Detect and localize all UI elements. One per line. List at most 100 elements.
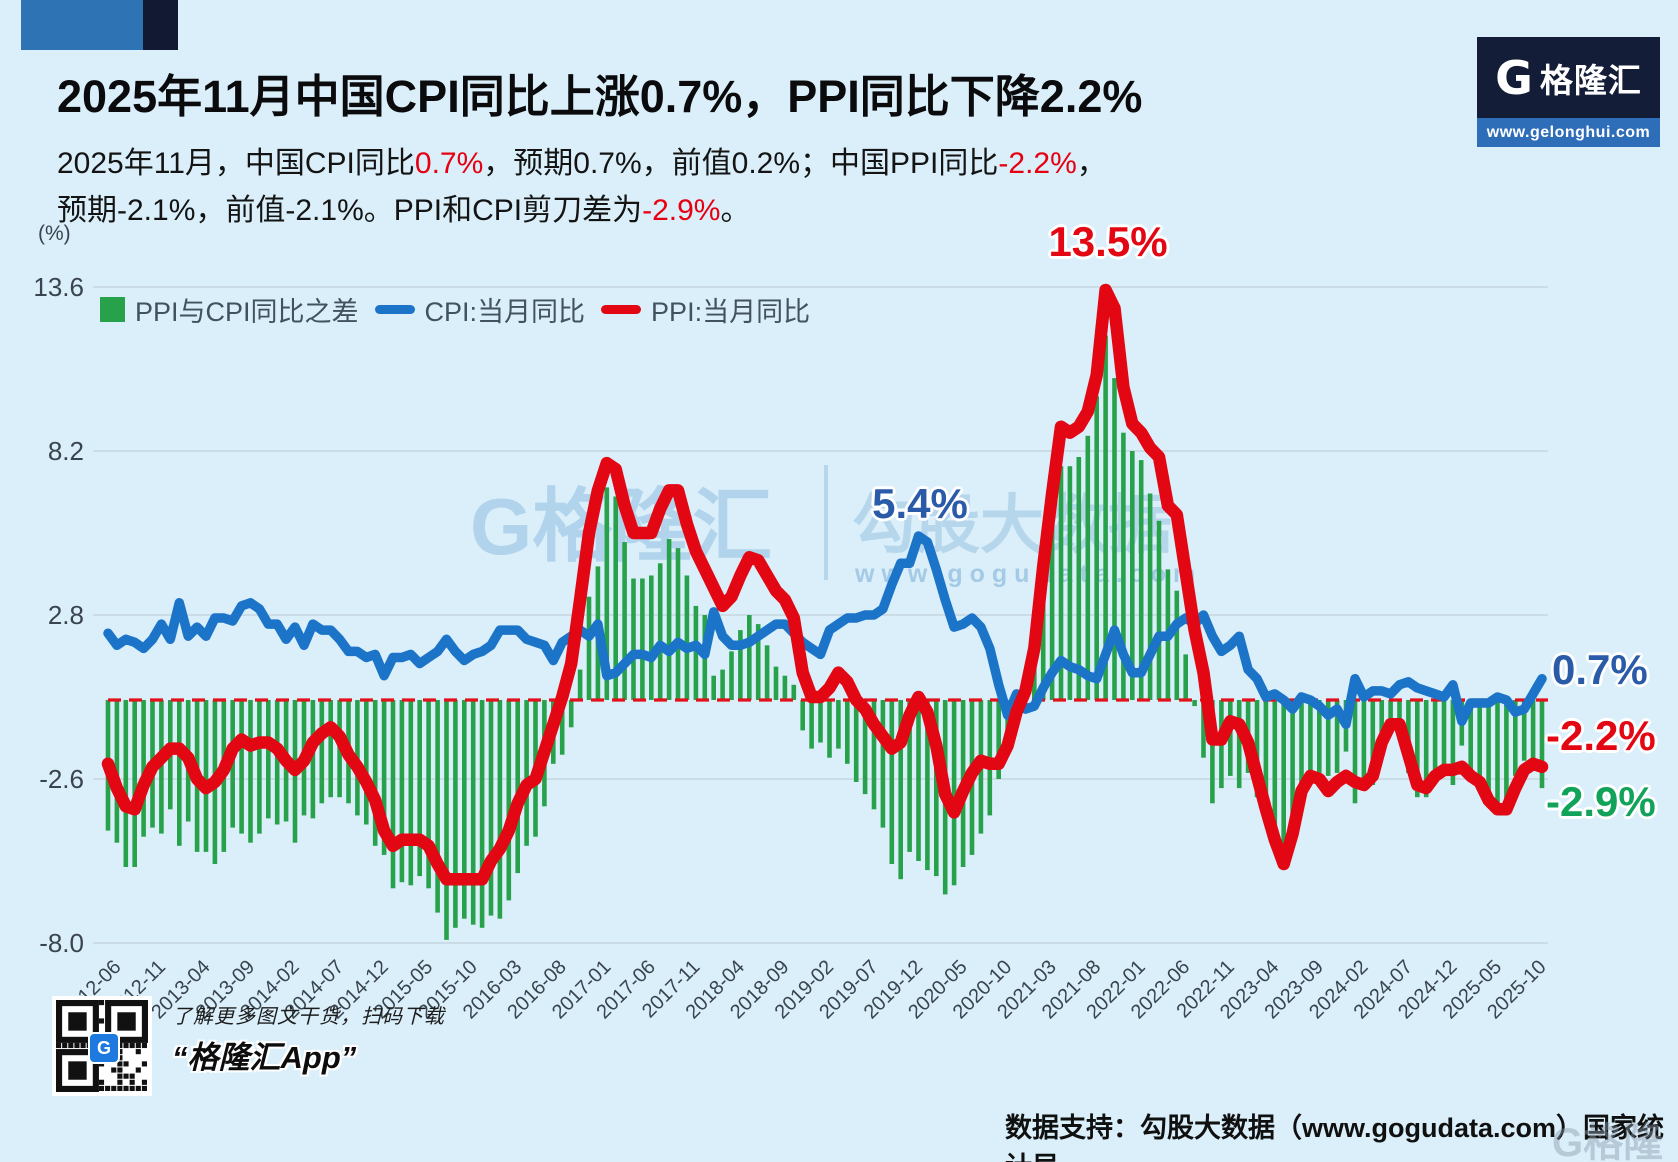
- diff-bar: [818, 700, 823, 743]
- diff-bar: [159, 700, 164, 834]
- diff-bar: [1085, 435, 1091, 700]
- diff-bar: [951, 700, 957, 886]
- diff-bar: [1236, 700, 1242, 789]
- annotation-cpi-peak: 5.4%: [872, 480, 968, 527]
- gelonghui-logo-main: G 格隆汇: [1477, 37, 1660, 118]
- diff-bar: [729, 651, 734, 700]
- diff-bar: [836, 700, 841, 749]
- diff-bar: [871, 700, 877, 810]
- chart-legend: PPI与CPI同比之差 CPI:当月同比 PPI:当月同比: [100, 290, 810, 329]
- diff-bar: [1281, 700, 1286, 864]
- diff-bar: [693, 605, 699, 700]
- annotation-diff-latest: -2.9%: [1546, 778, 1656, 825]
- diff-bar: [1325, 700, 1331, 776]
- diff-bar: [1228, 700, 1233, 776]
- diff-bar: [506, 700, 512, 901]
- diff-bar: [319, 700, 325, 804]
- legend-label-ppi: PPI:当月同比: [651, 297, 811, 327]
- ppi-value-highlight: -2.2%: [998, 147, 1077, 180]
- cpi-line: [103, 531, 1547, 730]
- diff-bar: [1317, 700, 1322, 773]
- diff-bar: [791, 684, 797, 700]
- qr-center-g-icon: G: [88, 1032, 120, 1064]
- diff-bar: [524, 700, 529, 846]
- y-tick-label: 8.2: [48, 436, 84, 466]
- qr-hint-text: 了解更多图文干货，扫码下载: [172, 1006, 445, 1028]
- diff-bar: [1432, 700, 1438, 782]
- diff-bar: [1183, 654, 1188, 700]
- diff-bar: [248, 700, 253, 843]
- diff-bar: [1334, 700, 1340, 773]
- diff-bar: [577, 669, 583, 700]
- scissor-gap-highlight: -2.9%: [642, 194, 721, 227]
- diff-bar: [328, 700, 333, 798]
- qr-code: G: [52, 996, 152, 1096]
- diff-bar: [462, 700, 467, 919]
- diff-bar: [372, 700, 378, 846]
- diff-bar: [1201, 700, 1206, 758]
- diff-bar: [1477, 700, 1482, 779]
- diff-bar: [1130, 451, 1135, 700]
- diff-bar: [640, 578, 645, 700]
- diff-bar: [604, 487, 610, 700]
- diff-bar: [381, 700, 387, 855]
- diff-bar: [1388, 700, 1393, 731]
- diff-bar: [559, 700, 565, 755]
- diff-bar: [390, 700, 396, 889]
- diff-bar: [1299, 700, 1304, 795]
- legend-item-ppi: PPI:当月同比: [601, 290, 810, 329]
- diff-bar: [1272, 700, 1278, 846]
- legend-label-cpi: CPI:当月同比: [424, 297, 586, 327]
- diff-bar: [1040, 578, 1046, 700]
- diff-bar: [996, 700, 1001, 779]
- legend-label-diff: PPI与CPI同比之差: [135, 297, 359, 327]
- annotation-ppi-peak: 13.5%: [1048, 218, 1168, 265]
- diff-bar: [747, 615, 752, 700]
- diff-bar: [898, 700, 903, 880]
- cpi-value-highlight: 0.7%: [414, 147, 484, 180]
- diff-bar: [862, 700, 868, 795]
- diff-bar: [1486, 700, 1491, 798]
- diff-bar: [1290, 700, 1295, 825]
- y-tick-label: -2.6: [39, 764, 84, 794]
- diff-bar: [1521, 700, 1527, 761]
- diff-bar: [177, 700, 182, 846]
- diff-bar: [1263, 700, 1269, 813]
- subtitle: 2025年11月，中国CPI同比0.7%，预期0.7%，前值0.2%；中国PPI…: [57, 140, 1317, 234]
- diff-bar: [1308, 700, 1313, 776]
- diff-bar: [622, 542, 627, 700]
- annotation-cpi-latest: 0.7%: [1552, 646, 1648, 693]
- diff-bar: [479, 700, 485, 928]
- data-credit: 数据支持：勾股大数据（www.gogudata.com）国家统计局: [1005, 1113, 1665, 1162]
- diff-bar: [1352, 700, 1358, 804]
- annotation-ppi-latest: -2.2%: [1546, 712, 1656, 759]
- diff-bar: [738, 630, 743, 700]
- diff-bar: [1450, 700, 1456, 785]
- diff-bar: [925, 700, 930, 871]
- diff-bar: [1049, 520, 1055, 700]
- diff-bar: [1094, 396, 1099, 700]
- diff-bar: [470, 700, 476, 925]
- gelonghui-logo: G 格隆汇 www.gelonghui.com: [1477, 37, 1660, 147]
- diff-bar: [711, 675, 716, 700]
- diff-bar: [1147, 493, 1153, 700]
- diff-bar: [1513, 700, 1518, 776]
- diff-bar: [1103, 335, 1108, 700]
- diff-bar: [1539, 700, 1545, 789]
- diff-bar: [1361, 700, 1367, 789]
- diff-bar: [488, 700, 494, 916]
- diff-bar: [916, 700, 921, 861]
- diff-bar: [257, 700, 262, 834]
- diff-bar: [497, 700, 503, 919]
- diff-bar: [1468, 700, 1473, 773]
- diff-bar: [1112, 378, 1117, 700]
- legend-bar-swatch: [100, 297, 125, 322]
- gelonghui-g-icon: G: [1495, 50, 1533, 105]
- legend-ppi-line-swatch: [601, 305, 642, 314]
- diff-bar: [675, 548, 681, 700]
- diff-bar: [657, 563, 663, 700]
- diff-bar: [1192, 700, 1197, 707]
- ppi-line: [101, 283, 1549, 886]
